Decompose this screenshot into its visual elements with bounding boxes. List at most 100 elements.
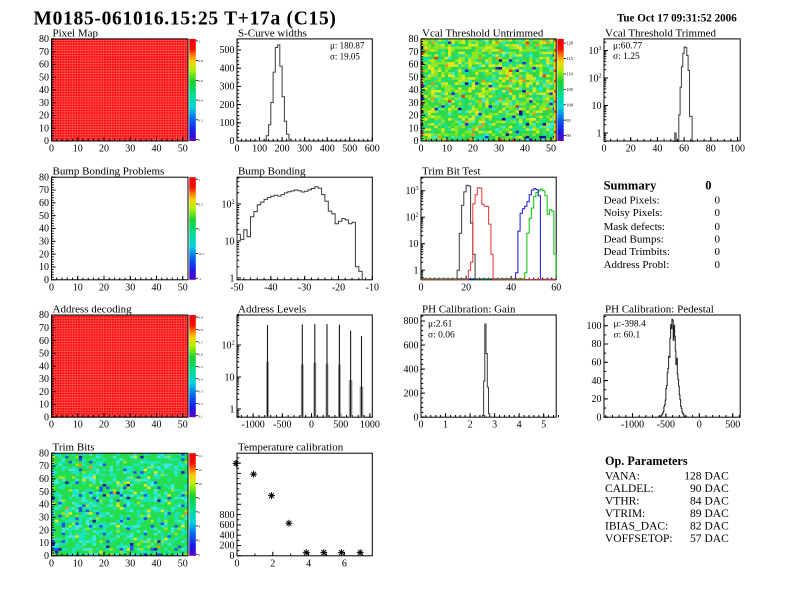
svg-text:M0185-061016.15:25 T+17a (C15): M0185-061016.15:25 T+17a (C15) [34,9,337,30]
svg-text:Mask defects:: Mask defects: [604,221,665,233]
svg-text:20: 20 [39,111,49,122]
svg-text:1: 1 [597,129,602,140]
svg-text:50: 50 [546,144,556,155]
svg-text:30: 30 [125,282,135,293]
svg-text:30: 30 [39,98,49,109]
svg-text:-50: -50 [230,282,243,293]
svg-text:μ:60.77: μ:60.77 [613,42,642,52]
svg-text:100: 100 [730,144,745,155]
svg-text:103: 103 [406,186,419,197]
svg-text:30: 30 [125,144,135,155]
svg-text:5: 5 [541,420,546,431]
svg-text:μ:-398.4: μ:-398.4 [614,320,647,330]
svg-text:0.3: 0.3 [198,390,203,394]
svg-text:70: 70 [39,47,49,58]
svg-text:1000: 1000 [360,420,380,431]
svg-text:Bump Bonding: Bump Bonding [238,166,306,178]
svg-text:0.6: 0.6 [198,353,203,357]
svg-text:102: 102 [589,74,602,85]
svg-text:40: 40 [152,144,162,155]
svg-text:40: 40 [152,558,162,569]
svg-text:-1000: -1000 [241,420,264,431]
svg-text:20: 20 [592,394,602,405]
svg-text:3: 3 [492,420,497,431]
svg-text:10: 10 [409,239,419,250]
svg-text:4: 4 [517,420,522,431]
svg-text:1: 1 [198,178,200,182]
svg-text:60: 60 [551,282,561,293]
svg-text:80: 80 [706,144,716,155]
svg-text:0: 0 [235,144,240,155]
svg-text:10: 10 [592,101,602,112]
svg-text:200: 200 [220,541,235,552]
svg-text:500: 500 [220,45,235,56]
svg-text:0: 0 [715,221,721,233]
svg-text:40: 40 [409,85,419,96]
svg-text:70: 70 [39,185,49,196]
svg-text:10: 10 [39,123,49,134]
svg-text:σ: 1.25: σ: 1.25 [613,52,640,62]
svg-text:10: 10 [39,400,49,411]
svg-text:10: 10 [198,482,202,486]
svg-text:90: 90 [690,483,702,495]
svg-text:110: 110 [566,72,573,77]
svg-text:50: 50 [39,487,49,498]
svg-text:50: 50 [39,349,49,360]
svg-text:800: 800 [404,316,419,327]
svg-text:0: 0 [414,412,419,423]
svg-text:0: 0 [198,227,200,231]
svg-text:10: 10 [73,558,83,569]
svg-text:0.4: 0.4 [198,99,203,103]
svg-text:0: 0 [309,420,314,431]
svg-text:30: 30 [39,513,49,524]
svg-text:70: 70 [39,323,49,334]
svg-text:80: 80 [39,34,49,45]
svg-text:50: 50 [178,282,188,293]
svg-text:10: 10 [225,236,235,247]
svg-text:0: 0 [697,420,702,431]
svg-text:0.7: 0.7 [198,340,203,344]
svg-text:0: 0 [715,259,721,271]
svg-text:400: 400 [320,144,335,155]
svg-text:6: 6 [342,558,347,569]
svg-text:Dead Pixels:: Dead Pixels: [604,195,660,207]
svg-text:80: 80 [39,448,49,459]
svg-text:50: 50 [178,144,188,155]
svg-text:50: 50 [409,72,419,83]
svg-text:40: 40 [152,282,162,293]
svg-text:S-Curve widths: S-Curve widths [238,27,307,39]
svg-text:20: 20 [99,558,109,569]
svg-text:80: 80 [39,172,49,183]
svg-text:-0.5: -0.5 [198,252,204,256]
svg-text:0: 0 [44,275,49,286]
svg-text:0.8: 0.8 [198,59,203,63]
svg-text:20: 20 [39,387,49,398]
svg-text:10: 10 [442,144,452,155]
svg-text:-500: -500 [273,420,291,431]
svg-text:600: 600 [220,520,235,531]
svg-text:14: 14 [198,454,202,458]
svg-text:30: 30 [125,420,135,431]
svg-text:0.9: 0.9 [198,316,203,320]
svg-text:400: 400 [404,364,419,375]
svg-text:DAC: DAC [705,533,730,545]
svg-text:Tue Oct 17 09:31:52 2006: Tue Oct 17 09:31:52 2006 [617,13,737,25]
svg-text:Dead Bumps:: Dead Bumps: [604,234,664,246]
svg-text:100: 100 [220,118,235,129]
svg-text:50: 50 [39,72,49,83]
svg-text:-30: -30 [298,282,311,293]
svg-text:2: 2 [198,539,200,543]
svg-text:102: 102 [222,199,235,210]
svg-text:20: 20 [409,111,419,122]
svg-text:Vcal Threshold Untrimmed: Vcal Threshold Untrimmed [422,27,544,39]
svg-text:500: 500 [725,420,740,431]
svg-text:0: 0 [602,144,607,155]
svg-text:-20: -20 [332,282,345,293]
svg-text:CALDEL:: CALDEL: [605,483,654,495]
svg-text:VOFFSETOP:: VOFFSETOP: [605,533,673,545]
svg-text:40: 40 [152,420,162,431]
svg-text:0: 0 [44,136,49,147]
svg-text:84: 84 [690,496,702,508]
svg-text:80: 80 [39,310,49,321]
svg-text:128: 128 [684,471,702,483]
